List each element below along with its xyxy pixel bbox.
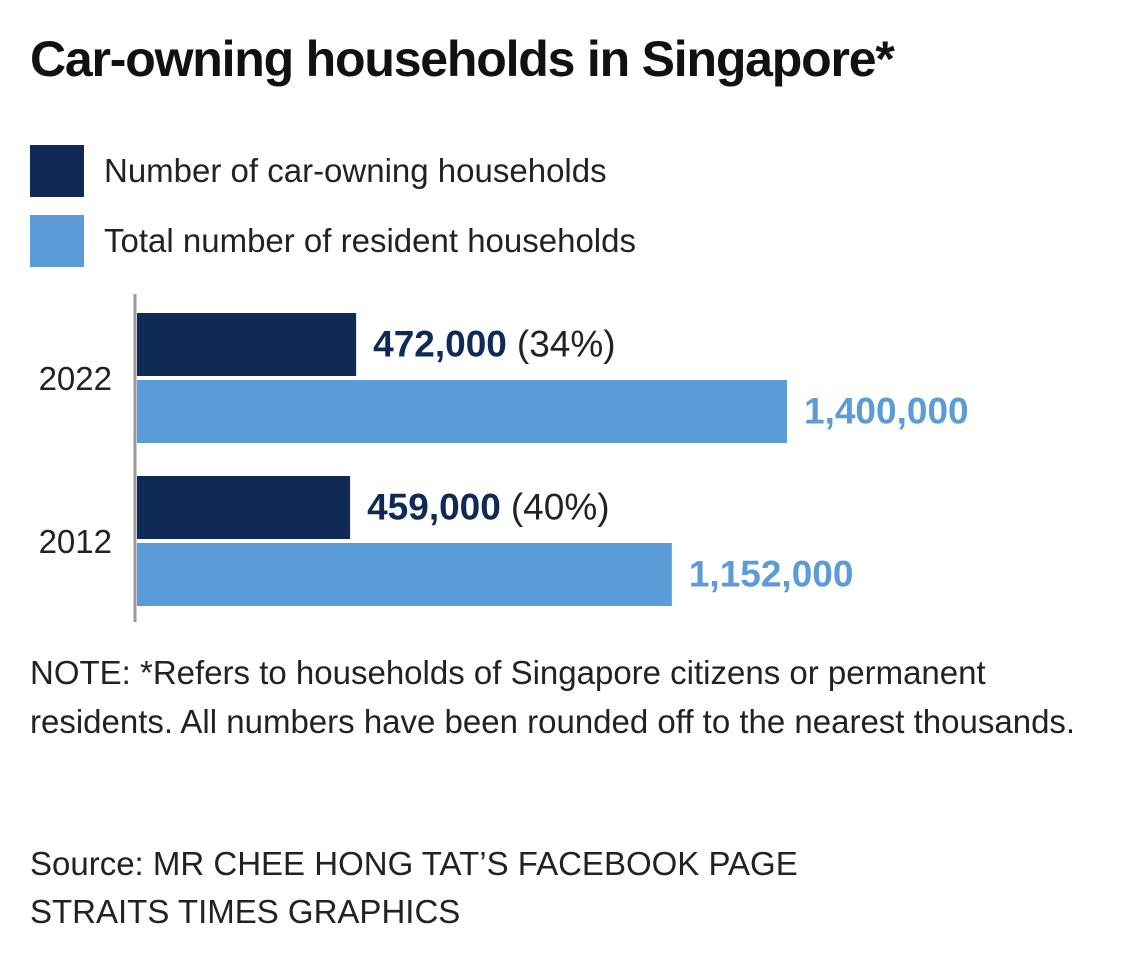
category-label-2012: 2012 [39, 523, 112, 560]
legend-swatch-total [30, 215, 84, 267]
data-percent-car-owning-2012: (40%) [511, 487, 610, 528]
data-value-car-owning-2012: 459,000 [367, 487, 501, 528]
data-value-car-owning-2022: 472,000 [373, 324, 507, 365]
legend-label-car-owning: Number of car-owning households [104, 152, 607, 189]
bar-car-owning-2012 [137, 476, 351, 539]
legend-item-car-owning: Number of car-owning households [30, 145, 607, 197]
legend-label-total: Total number of resident households [104, 222, 636, 259]
footnote: NOTE: *Refers to households of Singapore… [30, 654, 1076, 740]
bar-total-2022 [137, 380, 787, 443]
data-label-car-owning-2012: 459,000 (40%) [367, 487, 609, 528]
legend-item-total: Total number of resident households [30, 215, 636, 267]
credit-line: STRAITS TIMES GRAPHICS [30, 893, 461, 930]
data-label-total-2022: 1,400,000 [804, 391, 969, 432]
data-label-total-2012: 1,152,000 [689, 554, 854, 595]
source-line: Source: MR CHEE HONG TAT’S FACEBOOK PAGE [30, 845, 798, 882]
legend-swatch-car-owning [30, 145, 84, 197]
data-percent-car-owning-2022: (34%) [517, 324, 616, 365]
chart-title: Car-owning households in Singapore* [30, 31, 895, 87]
data-label-car-owning-2022: 472,000 (34%) [373, 324, 615, 365]
bar-total-2012 [137, 543, 672, 606]
bar-car-owning-2022 [137, 313, 357, 376]
bar-chart: 2022 472,000 (34%) 1,400,000 2012 459,000 (40%… [39, 294, 969, 622]
category-label-2022: 2022 [39, 360, 112, 397]
